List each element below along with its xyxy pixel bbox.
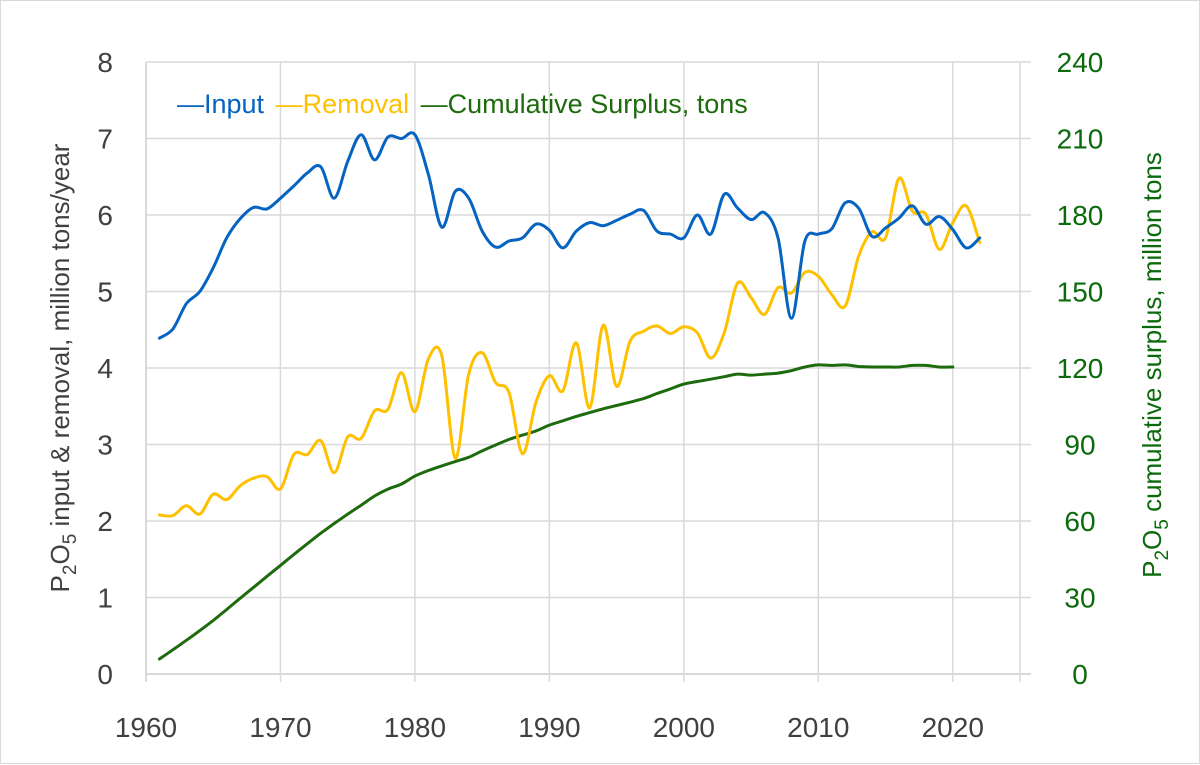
x-tick-label: 2010 (787, 712, 849, 743)
x-tick-label: 2000 (653, 712, 715, 743)
legend-surplus-label: Cumulative Surplus, tons (448, 89, 748, 119)
y-tick-label: 1 (97, 583, 113, 614)
x-tick-label: 1980 (384, 712, 446, 743)
legend-removal-swatch: — (276, 89, 303, 119)
y-axis-title: P2O5 input & removal, million tons/year (45, 143, 81, 592)
legend-input-swatch: — (177, 89, 204, 119)
x-tick-label: 1970 (249, 712, 311, 743)
y-tick-label: 8 (97, 47, 113, 78)
y2-tick-label: 180 (1057, 200, 1104, 231)
legend-surplus-swatch: — (421, 89, 448, 119)
y2-axis-title-sub1: 2 (1152, 550, 1173, 561)
legend-removal-label: Removal (303, 89, 410, 119)
y2-axis-ticks: 0 30 60 90 120 150 180 210 240 (1057, 47, 1104, 690)
legend: —Input —Removal —Cumulative Surplus, ton… (177, 89, 748, 119)
y-axis-title-o: O (45, 544, 75, 564)
y-axis-title-rest: input & removal, million tons/year (45, 143, 75, 534)
series-line-removal (159, 178, 979, 516)
y-tick-label: 5 (97, 277, 113, 308)
y-axis-title-sub2: 5 (60, 534, 81, 545)
y2-tick-label: 0 (1072, 659, 1088, 690)
y2-axis-title-p: P (1137, 561, 1167, 578)
y-tick-label: 6 (97, 200, 113, 231)
y-tick-label: 4 (97, 353, 113, 384)
y-axis-ticks: 0 1 2 3 4 5 6 7 8 (97, 47, 113, 690)
y-tick-label: 3 (97, 430, 113, 461)
y2-tick-label: 210 (1057, 124, 1104, 155)
y2-tick-label: 240 (1057, 47, 1104, 78)
y-tick-label: 0 (97, 659, 113, 690)
x-axis-ticks: 1960 1970 1980 1990 2000 2010 2020 (115, 712, 984, 743)
y2-tick-label: 30 (1064, 583, 1095, 614)
y-axis-title-sub1: 2 (60, 565, 81, 576)
y2-axis-title: P2O5 cumulative surplus, million tons (1137, 152, 1173, 578)
y2-axis-title-sub2: 5 (1152, 519, 1173, 530)
series-line-cumulative-surplus (159, 365, 952, 659)
series-line-input (159, 133, 979, 338)
y2-tick-label: 60 (1064, 506, 1095, 537)
y2-tick-label: 150 (1057, 277, 1104, 308)
y2-tick-label: 120 (1057, 353, 1104, 384)
x-tick-label: 2020 (922, 712, 984, 743)
x-tick-label: 1960 (115, 712, 177, 743)
legend-input-label: Input (204, 89, 265, 119)
y-tick-label: 2 (97, 506, 113, 537)
y2-axis-title-o: O (1137, 530, 1167, 550)
series-lines (159, 133, 979, 659)
y2-tick-label: 90 (1064, 430, 1095, 461)
y-axis-title-p: P (45, 575, 75, 592)
y-tick-label: 7 (97, 124, 113, 155)
gridlines (146, 62, 1031, 682)
series-removal (159, 178, 979, 516)
series-input (159, 133, 979, 339)
y2-axis-title-rest: cumulative surplus, million tons (1137, 152, 1167, 519)
x-tick-label: 1990 (518, 712, 580, 743)
series-cumulative-surplus (159, 365, 952, 659)
